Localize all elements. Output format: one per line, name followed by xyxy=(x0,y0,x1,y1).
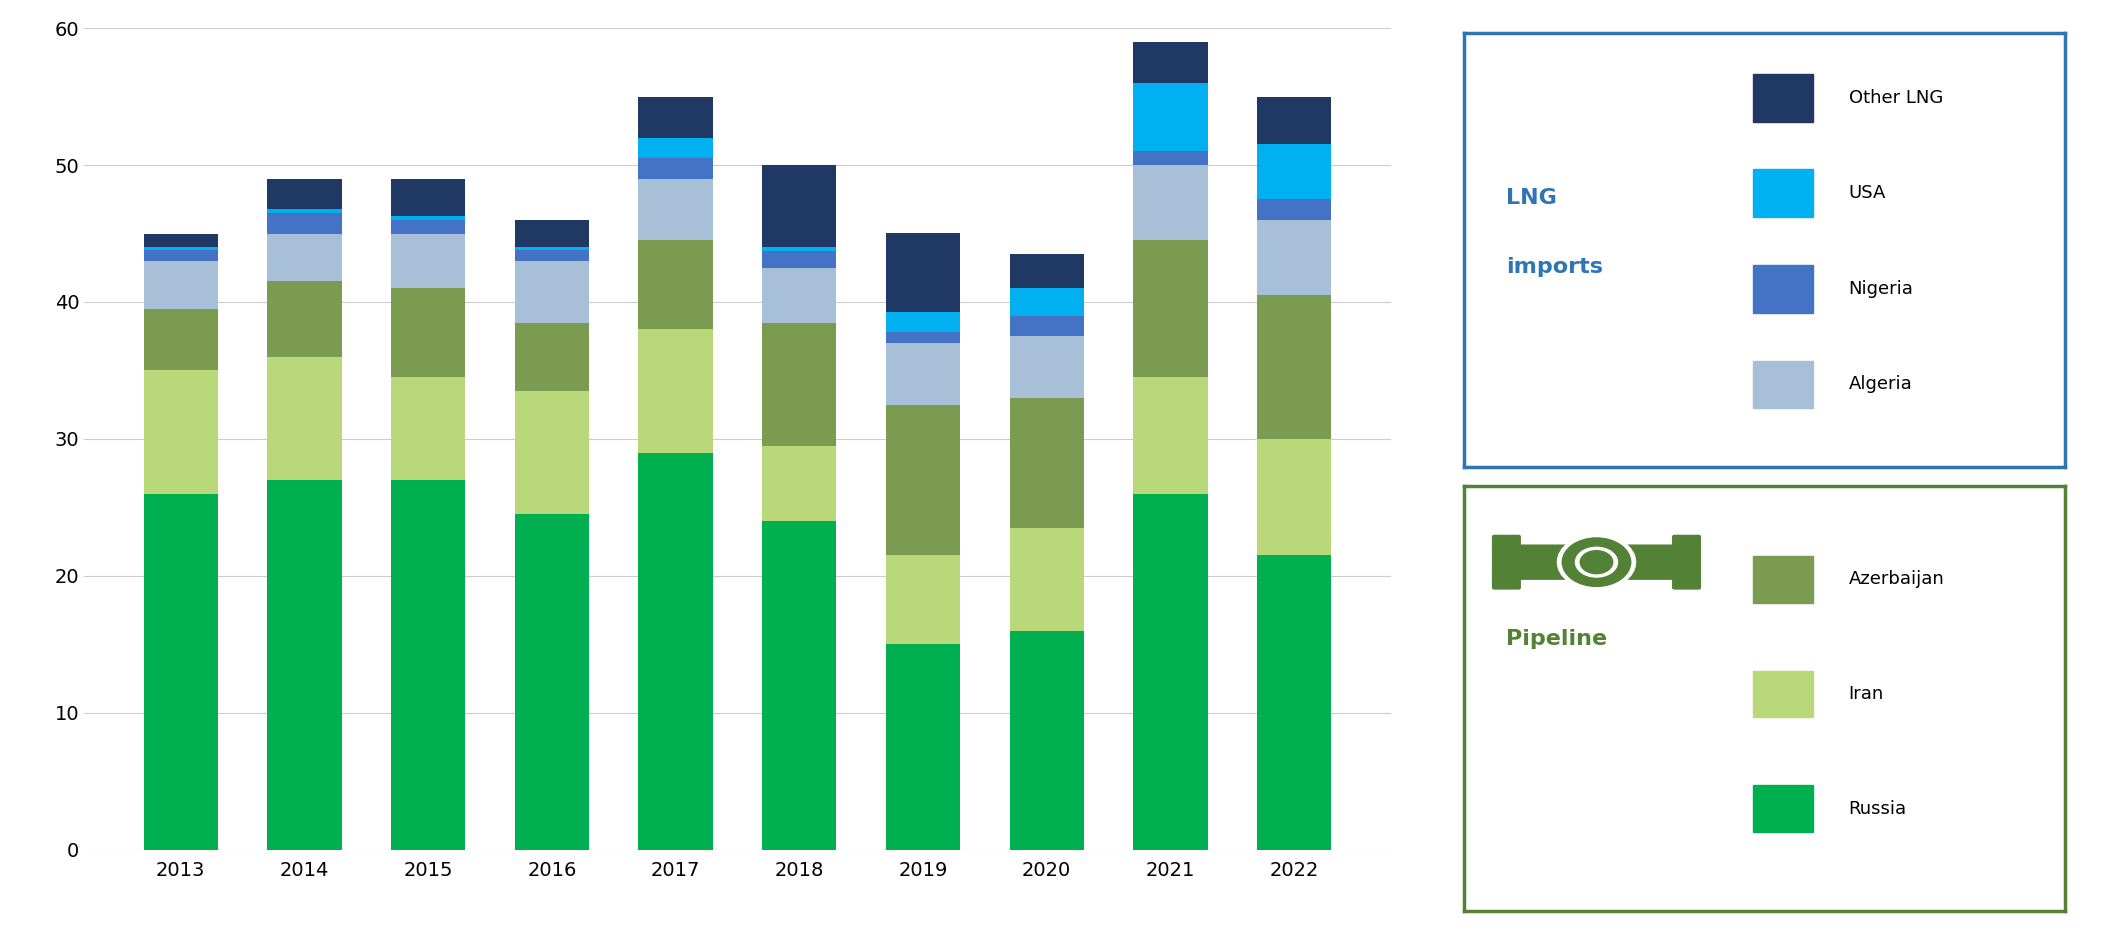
Bar xyxy=(1258,145,1332,199)
Bar xyxy=(143,494,217,850)
Bar xyxy=(1258,439,1332,556)
Bar xyxy=(268,480,341,850)
Bar xyxy=(638,453,712,850)
Text: Russia: Russia xyxy=(1848,800,1907,817)
Bar xyxy=(514,391,590,515)
Bar xyxy=(392,216,466,219)
Bar xyxy=(1009,528,1083,630)
Bar xyxy=(514,515,590,850)
Bar xyxy=(392,178,466,216)
Bar xyxy=(1009,316,1083,336)
FancyBboxPatch shape xyxy=(1504,545,1690,579)
Circle shape xyxy=(1557,534,1635,589)
Bar xyxy=(143,250,217,261)
Bar xyxy=(1258,199,1332,219)
Bar xyxy=(885,343,961,404)
Text: Nigeria: Nigeria xyxy=(1848,280,1913,298)
Bar xyxy=(763,446,836,521)
Bar xyxy=(143,234,217,248)
Bar xyxy=(638,137,712,158)
Bar xyxy=(1753,671,1812,717)
FancyBboxPatch shape xyxy=(1492,535,1521,589)
Bar xyxy=(1258,219,1332,295)
Bar xyxy=(268,178,341,209)
Bar xyxy=(1753,556,1812,602)
Bar xyxy=(1009,289,1083,316)
Bar xyxy=(1009,398,1083,528)
Bar xyxy=(143,261,217,309)
Bar xyxy=(1753,361,1812,408)
Text: LNG: LNG xyxy=(1507,188,1557,207)
Bar xyxy=(1134,151,1207,165)
Text: Algeria: Algeria xyxy=(1848,375,1913,393)
Bar xyxy=(763,251,836,268)
Bar xyxy=(638,158,712,178)
Bar xyxy=(763,322,836,446)
Bar xyxy=(885,312,961,333)
Bar xyxy=(1258,96,1332,145)
Bar xyxy=(1134,42,1207,83)
Circle shape xyxy=(1561,538,1631,587)
Circle shape xyxy=(1576,547,1618,577)
Bar xyxy=(514,219,590,248)
Bar xyxy=(1753,169,1812,218)
Bar xyxy=(1258,295,1332,439)
Bar xyxy=(1009,336,1083,398)
Bar xyxy=(514,250,590,261)
Bar xyxy=(143,371,217,494)
Bar xyxy=(885,333,961,343)
Bar xyxy=(885,404,961,556)
Bar xyxy=(1134,494,1207,850)
Bar xyxy=(638,330,712,453)
Bar xyxy=(1134,83,1207,151)
Bar xyxy=(885,234,961,312)
Bar xyxy=(143,309,217,371)
Bar xyxy=(1753,785,1812,832)
Text: Other LNG: Other LNG xyxy=(1848,89,1943,106)
Bar xyxy=(1009,630,1083,850)
Bar xyxy=(268,234,341,281)
Bar xyxy=(638,178,712,240)
Bar xyxy=(143,248,217,250)
Bar xyxy=(1009,254,1083,289)
Bar xyxy=(763,521,836,850)
Text: USA: USA xyxy=(1848,184,1886,203)
Bar xyxy=(1753,74,1812,121)
Bar xyxy=(392,234,466,289)
Bar xyxy=(763,165,836,248)
Bar xyxy=(268,209,341,213)
Bar xyxy=(763,248,836,251)
Circle shape xyxy=(1580,551,1612,573)
Bar xyxy=(514,322,590,391)
Bar xyxy=(392,289,466,377)
Bar xyxy=(885,556,961,644)
Bar xyxy=(763,268,836,322)
FancyBboxPatch shape xyxy=(1673,535,1700,589)
Bar xyxy=(1134,165,1207,240)
Bar xyxy=(638,96,712,137)
Bar xyxy=(1134,240,1207,377)
Bar xyxy=(268,281,341,357)
Bar xyxy=(268,357,341,480)
Bar xyxy=(392,480,466,850)
Bar xyxy=(392,377,466,480)
Bar xyxy=(1753,265,1812,313)
Bar xyxy=(1258,556,1332,850)
Bar xyxy=(268,213,341,234)
Text: Pipeline: Pipeline xyxy=(1507,629,1608,649)
Bar xyxy=(392,219,466,234)
Bar xyxy=(1134,377,1207,494)
Bar xyxy=(514,248,590,250)
Text: imports: imports xyxy=(1507,257,1603,277)
Bar xyxy=(885,644,961,850)
Text: Iran: Iran xyxy=(1848,685,1884,703)
Text: Azerbaijan: Azerbaijan xyxy=(1848,570,1945,588)
Bar xyxy=(638,240,712,330)
Bar xyxy=(514,261,590,322)
